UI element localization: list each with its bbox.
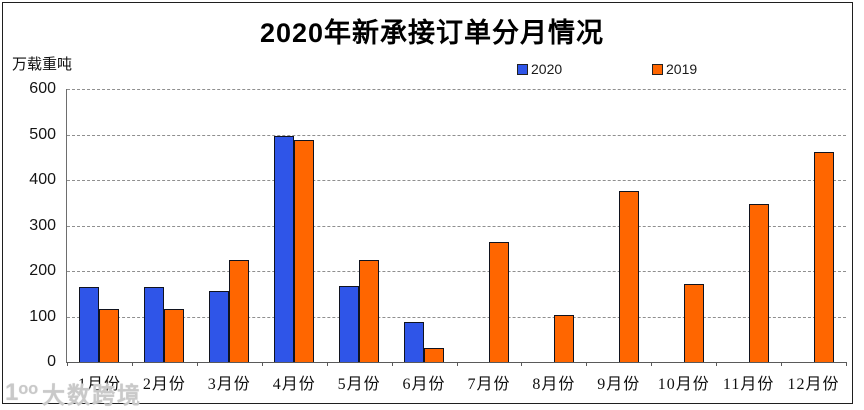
legend-item-2020: 2020 — [517, 61, 562, 77]
bar-2019-month-10 — [683, 283, 704, 362]
legend-label-2019: 2019 — [666, 61, 698, 77]
x-axis-tick — [586, 362, 588, 366]
x-label-month-7: 7月份 — [467, 376, 511, 393]
x-axis-tick — [67, 362, 68, 366]
bar-2019-month-11 — [748, 204, 769, 362]
legend-swatch-2019-icon — [652, 63, 663, 75]
x-label-month-2: 2月份 — [142, 376, 186, 393]
bar-2020-month-6 — [404, 321, 425, 362]
gridline-600 — [67, 89, 846, 90]
x-label-month-5: 5月份 — [337, 376, 381, 393]
x-label-month-9: 9月份 — [597, 376, 641, 393]
y-tick-label-200: 200 — [29, 262, 56, 279]
bar-2019-month-9 — [618, 191, 639, 362]
bar-2019-month-8 — [553, 315, 574, 362]
bar-2020-month-3 — [209, 290, 230, 362]
bar-2019-month-2 — [164, 308, 185, 362]
watermark: 1ᵒᵒ 大数跨境 — [5, 376, 142, 410]
gridline-200 — [67, 271, 846, 272]
x-label-month-10: 10月份 — [657, 376, 710, 393]
x-label-month-1: 1月份 — [77, 376, 121, 393]
bar-2019-month-3 — [229, 259, 250, 362]
gridline-100 — [67, 316, 846, 318]
x-axis-tick — [391, 362, 393, 366]
gridline-400 — [67, 180, 846, 181]
legend-swatch-2020-icon — [517, 63, 528, 75]
x-axis-tick — [131, 362, 133, 366]
x-axis-tick — [326, 362, 328, 366]
x-label-month-8: 8月份 — [532, 376, 576, 393]
y-tick-label-300: 300 — [29, 216, 56, 234]
bar-2019-month-7 — [488, 242, 509, 362]
x-label-month-3: 3月份 — [207, 376, 251, 393]
watermark-logo-icon: 1ᵒᵒ — [5, 379, 39, 406]
x-label-month-12: 12月份 — [787, 376, 840, 393]
bar-2019-month-5 — [359, 259, 380, 362]
y-tick-label-400: 400 — [29, 171, 56, 188]
y-tick-label-500: 500 — [29, 125, 56, 143]
y-tick-label-100: 100 — [29, 307, 56, 325]
watermark-text: 大数跨境 — [42, 382, 143, 408]
legend: 2020 2019 — [0, 61, 864, 79]
x-axis-tick — [261, 362, 263, 366]
y-tick-label-0: 0 — [47, 353, 56, 370]
bar-2020-month-4 — [274, 135, 295, 362]
y-tick-label-600: 600 — [29, 80, 56, 97]
legend-item-2019: 2019 — [652, 61, 697, 77]
bar-2020-month-5 — [339, 285, 360, 362]
bar-2020-month-2 — [144, 286, 165, 362]
bar-2019-month-12 — [813, 152, 834, 362]
bar-2019-month-6 — [424, 348, 445, 362]
chart-title: 2020年新承接订单分月情况 — [259, 18, 605, 48]
x-axis-tick — [846, 362, 847, 366]
x-axis-tick — [456, 362, 458, 366]
bar-2019-month-4 — [294, 139, 315, 362]
x-label-month-4: 4月份 — [272, 376, 316, 393]
bar-2019-month-1 — [99, 308, 120, 362]
x-axis-tick — [716, 362, 718, 366]
x-label-month-6: 6月份 — [402, 376, 446, 393]
gridline-500 — [67, 134, 846, 136]
x-label-month-11: 11月份 — [722, 376, 775, 393]
bar-2020-month-1 — [79, 286, 100, 362]
y-axis-unit-label: 万载重吨 — [12, 57, 73, 73]
legend-label-2020: 2020 — [531, 61, 563, 77]
x-axis-tick — [521, 362, 523, 366]
x-axis-tick — [781, 362, 783, 366]
gridline-300 — [67, 225, 846, 227]
plot-area: 1月份 2月份 3月份 4月份 5月份 6月份 7月份 8月份 9月份 10月份 11月份 12月份 — [66, 89, 847, 393]
x-axis-tick — [651, 362, 653, 366]
x-axis-tick — [196, 362, 198, 366]
